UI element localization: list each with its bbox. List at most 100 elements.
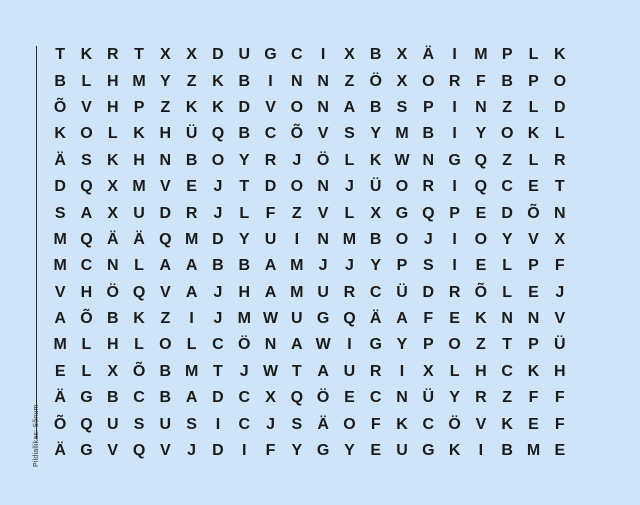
letter-cell[interactable]: P <box>528 336 539 354</box>
letter-cell[interactable]: A <box>343 98 356 116</box>
letter-cell[interactable]: A <box>396 310 408 328</box>
letter-cell[interactable]: L <box>344 204 355 222</box>
letter-cell[interactable]: K <box>369 151 382 169</box>
letter-cell[interactable]: J <box>187 442 197 460</box>
letter-cell[interactable]: J <box>239 362 249 380</box>
letter-cell[interactable]: F <box>265 204 276 222</box>
letter-cell[interactable]: B <box>422 125 435 143</box>
letter-cell[interactable]: V <box>54 283 66 301</box>
letter-cell[interactable]: Õ <box>132 362 146 380</box>
letter-cell[interactable]: J <box>266 415 275 433</box>
letter-cell[interactable]: C <box>238 389 250 407</box>
letter-cell[interactable]: G <box>316 442 330 460</box>
letter-cell[interactable]: F <box>370 415 381 433</box>
letter-cell[interactable]: W <box>394 151 410 169</box>
letter-cell[interactable]: Õ <box>290 125 304 143</box>
letter-cell[interactable]: U <box>264 230 277 248</box>
letter-cell[interactable]: D <box>212 442 224 460</box>
letter-cell[interactable]: D <box>212 389 224 407</box>
letter-cell[interactable]: T <box>239 178 250 196</box>
letter-cell[interactable]: Ö <box>316 389 330 407</box>
letter-cell[interactable]: C <box>133 389 145 407</box>
letter-cell[interactable]: Ä <box>54 389 66 407</box>
letter-cell[interactable]: O <box>159 336 172 354</box>
letter-cell[interactable]: Q <box>474 178 488 196</box>
letter-cell[interactable]: S <box>186 415 197 433</box>
letter-cell[interactable]: N <box>159 151 172 169</box>
letter-cell[interactable]: Y <box>501 230 513 248</box>
letter-cell[interactable]: M <box>184 230 199 248</box>
letter-cell[interactable]: Q <box>290 389 304 407</box>
letter-cell[interactable]: I <box>452 46 457 64</box>
letter-cell[interactable]: Q <box>422 204 435 222</box>
letter-cell[interactable]: A <box>264 257 277 275</box>
letter-cell[interactable]: E <box>528 415 539 433</box>
letter-cell[interactable]: N <box>396 389 408 407</box>
letter-cell[interactable]: J <box>292 151 302 169</box>
letter-cell[interactable]: Õ <box>474 283 488 301</box>
letter-cell[interactable]: A <box>264 283 277 301</box>
letter-cell[interactable]: B <box>159 389 172 407</box>
letter-cell[interactable]: L <box>134 257 144 275</box>
letter-cell[interactable]: D <box>554 98 566 116</box>
letter-cell[interactable]: X <box>344 46 355 64</box>
letter-cell[interactable]: G <box>369 336 382 354</box>
letter-cell[interactable]: Ä <box>54 442 66 460</box>
letter-cell[interactable]: L <box>502 283 513 301</box>
letter-cell[interactable]: L <box>502 257 513 275</box>
letter-cell[interactable]: N <box>317 178 329 196</box>
letter-cell[interactable]: L <box>81 72 92 90</box>
letter-cell[interactable]: K <box>185 98 198 116</box>
letter-cell[interactable]: D <box>212 230 224 248</box>
letter-cell[interactable]: U <box>291 310 303 328</box>
letter-cell[interactable]: E <box>554 442 566 460</box>
letter-cell[interactable]: F <box>265 442 276 460</box>
letter-cell[interactable]: Q <box>132 283 146 301</box>
letter-cell[interactable]: S <box>344 125 355 143</box>
letter-cell[interactable]: P <box>133 98 145 116</box>
letter-cell[interactable]: N <box>106 257 119 275</box>
letter-cell[interactable]: L <box>528 46 539 64</box>
letter-cell[interactable]: F <box>554 389 565 407</box>
letter-cell[interactable]: B <box>369 98 382 116</box>
letter-cell[interactable]: G <box>422 442 435 460</box>
letter-cell[interactable]: H <box>106 72 119 90</box>
letter-cell[interactable]: Ö <box>238 336 251 354</box>
letter-cell[interactable]: K <box>501 415 513 433</box>
letter-cell[interactable]: U <box>396 442 408 460</box>
letter-cell[interactable]: D <box>212 46 224 64</box>
letter-cell[interactable]: R <box>369 362 382 380</box>
letter-cell[interactable]: I <box>478 442 484 460</box>
letter-cell[interactable]: X <box>107 362 119 380</box>
letter-cell[interactable]: B <box>238 72 250 90</box>
letter-cell[interactable]: M <box>395 125 409 143</box>
letter-cell[interactable]: C <box>369 389 382 407</box>
letter-cell[interactable]: A <box>317 362 329 380</box>
letter-cell[interactable]: W <box>262 310 279 328</box>
letter-cell[interactable]: O <box>474 230 488 248</box>
letter-cell[interactable]: V <box>160 178 171 196</box>
letter-cell[interactable]: P <box>422 336 434 354</box>
letter-cell[interactable]: R <box>185 204 198 222</box>
letter-cell[interactable]: B <box>369 46 382 64</box>
letter-cell[interactable]: S <box>81 151 92 169</box>
letter-cell[interactable]: V <box>475 415 487 433</box>
letter-cell[interactable]: Y <box>370 257 382 275</box>
letter-cell[interactable]: V <box>528 230 539 248</box>
letter-cell[interactable]: K <box>133 310 145 328</box>
letter-cell[interactable]: E <box>54 362 66 380</box>
letter-cell[interactable]: J <box>344 257 354 275</box>
letter-cell[interactable]: H <box>80 283 93 301</box>
letter-cell[interactable]: P <box>449 204 460 222</box>
letter-cell[interactable]: V <box>554 310 566 328</box>
letter-cell[interactable]: R <box>448 72 461 90</box>
letter-cell[interactable]: L <box>449 362 460 380</box>
letter-cell[interactable]: J <box>318 257 328 275</box>
letter-cell[interactable]: T <box>134 46 144 64</box>
letter-cell[interactable]: X <box>186 46 197 64</box>
letter-cell[interactable]: V <box>317 204 329 222</box>
letter-cell[interactable]: N <box>317 230 329 248</box>
letter-cell[interactable]: C <box>291 46 303 64</box>
letter-cell[interactable]: P <box>528 72 539 90</box>
